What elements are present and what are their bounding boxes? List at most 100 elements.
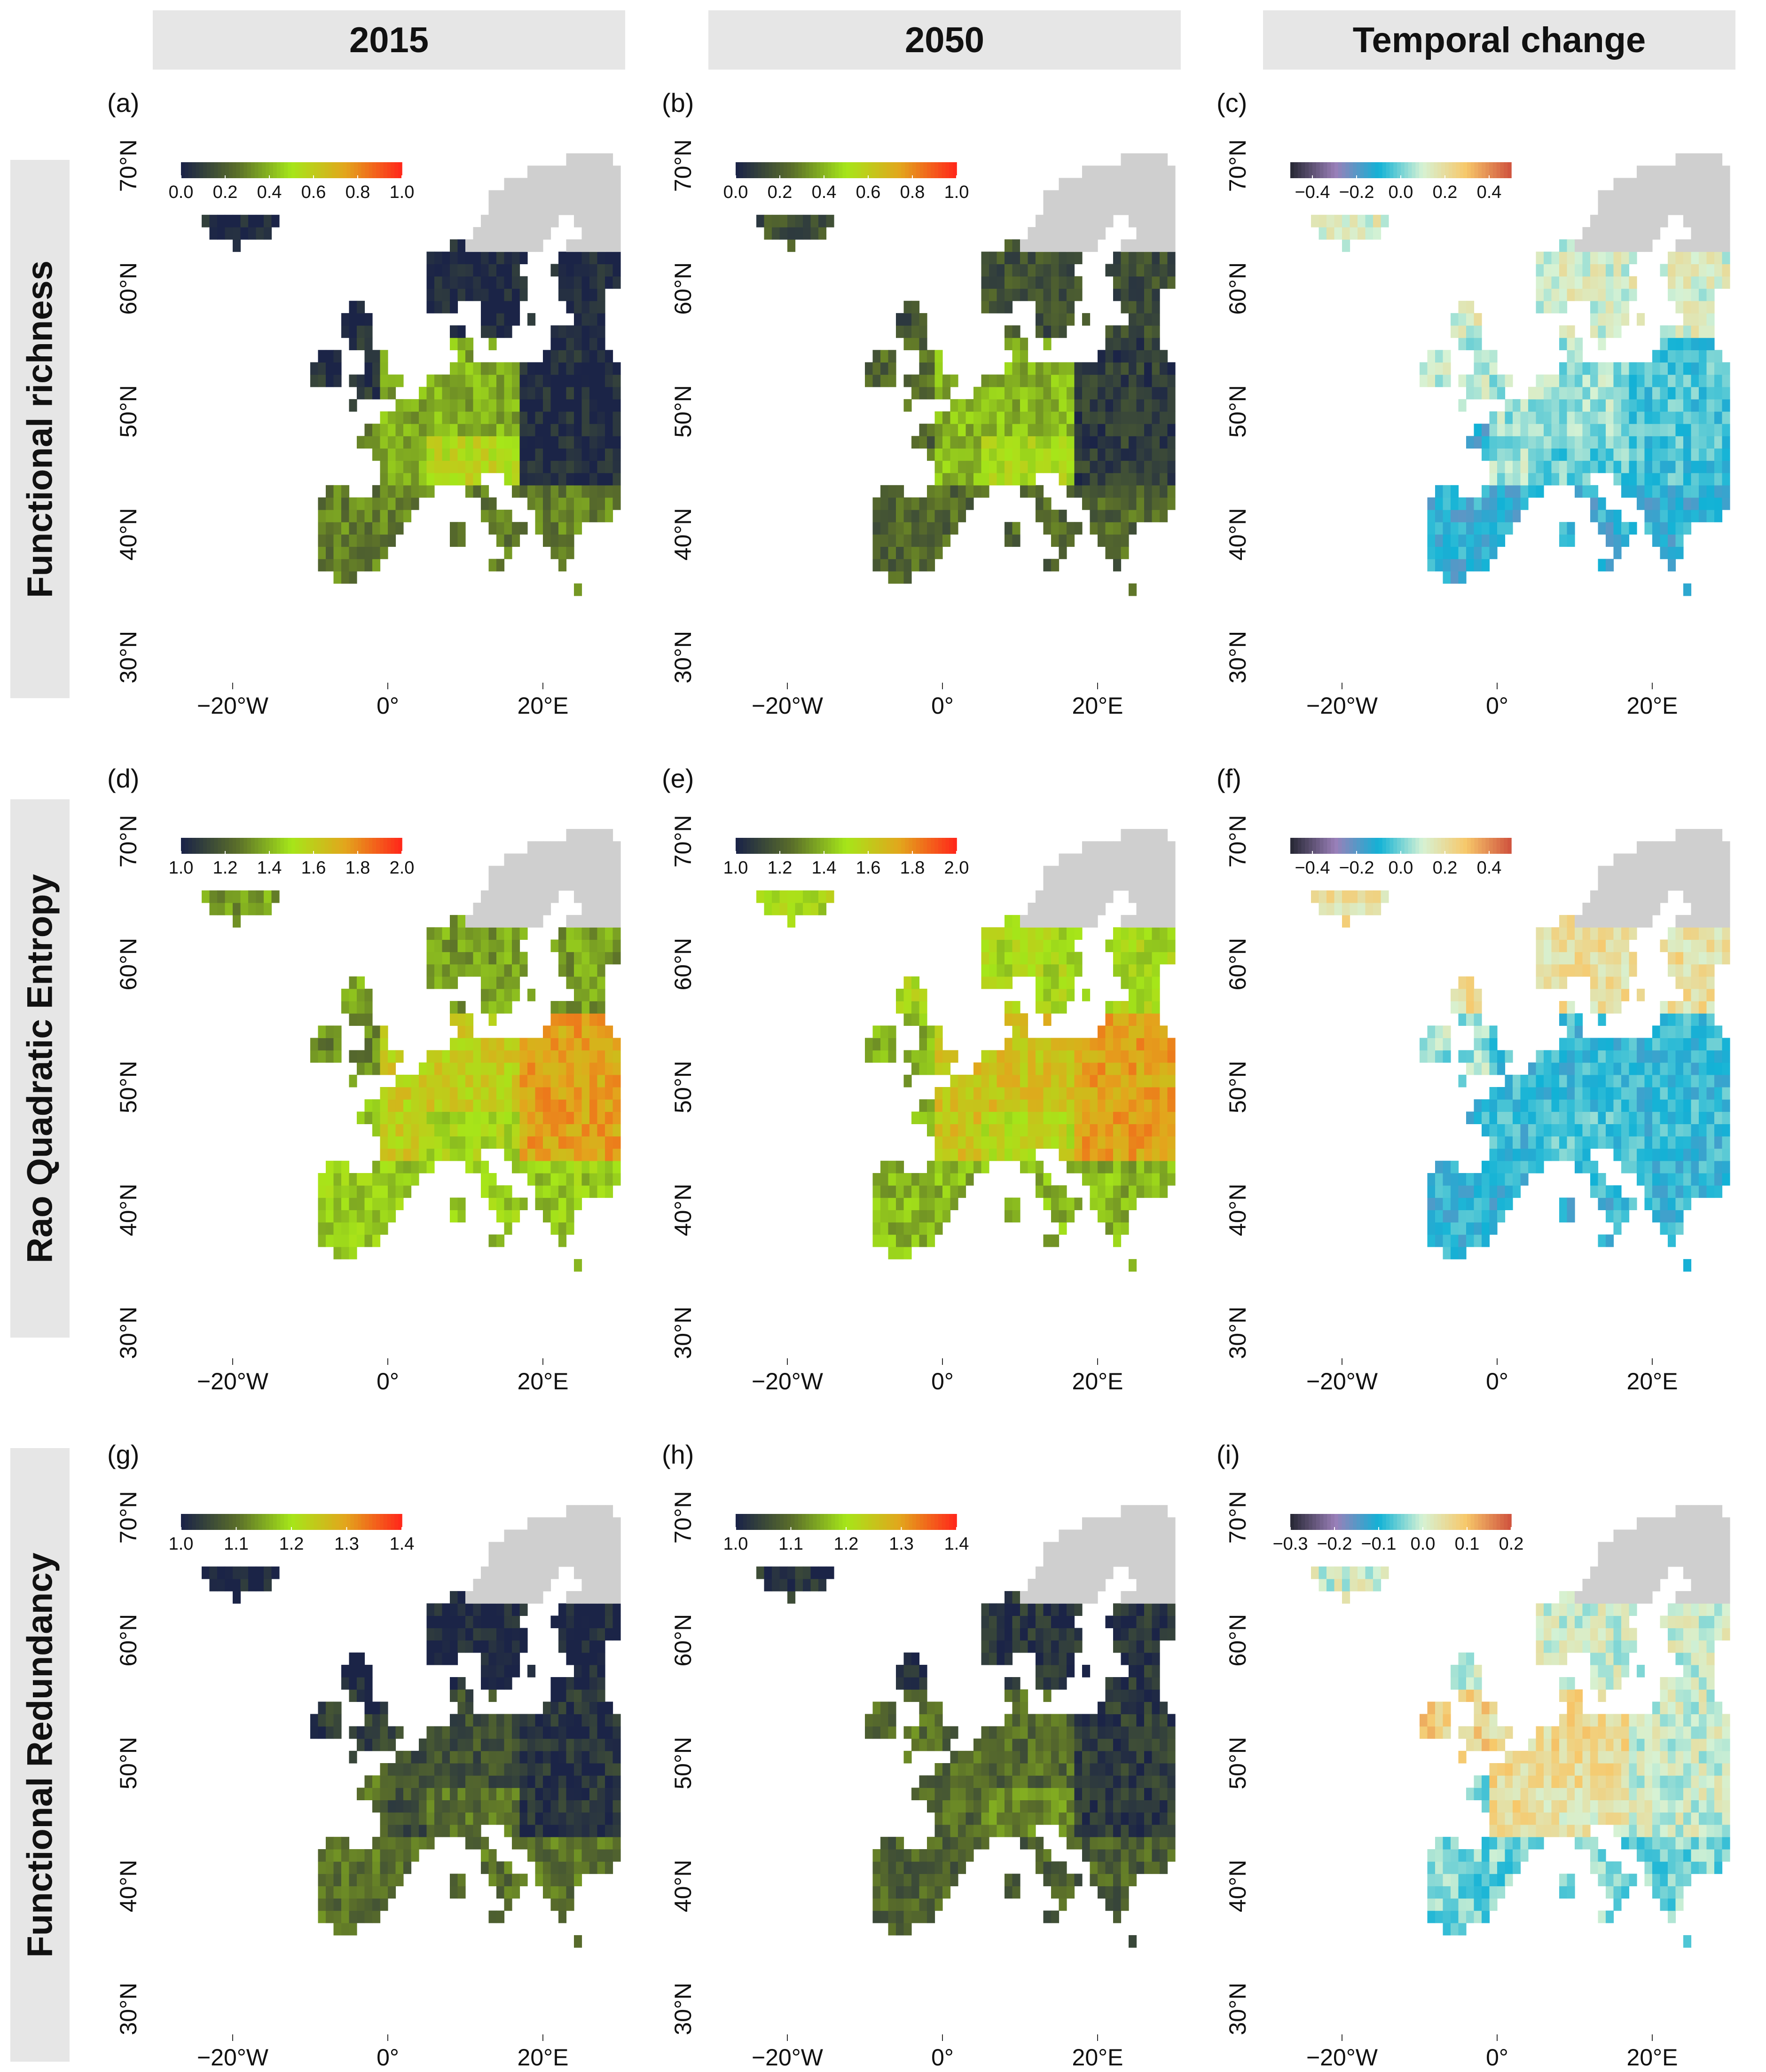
map-cell: [1590, 239, 1599, 252]
map-cell: [318, 546, 326, 559]
map-cell: [1105, 436, 1114, 449]
map-cell: [1621, 1087, 1630, 1100]
map-cell: [574, 214, 582, 228]
map-cell: [488, 1062, 497, 1075]
map-cell: [1706, 1050, 1715, 1063]
map-cell: [1714, 890, 1723, 903]
legend-swatch: [365, 838, 369, 854]
map-cell: [434, 1074, 443, 1087]
map-cell: [795, 214, 803, 228]
map-cell: [1691, 1050, 1699, 1063]
map-cell: [1489, 534, 1498, 547]
map-cell: [1691, 1062, 1699, 1075]
legend-swatch: [369, 162, 373, 178]
map-cell: [535, 411, 543, 424]
map-cell: [1706, 411, 1715, 424]
map-cell: [364, 1111, 373, 1125]
map-cell: [1082, 448, 1091, 461]
map-cells: [202, 153, 621, 596]
map-cell: [1497, 1148, 1506, 1161]
map-cell: [1489, 546, 1498, 559]
map-cell: [1152, 165, 1160, 179]
map-cell: [535, 1099, 543, 1112]
map-cell: [504, 214, 512, 228]
map-cell: [1691, 1013, 1699, 1026]
map-cell: [1113, 1025, 1122, 1039]
map-cell: [380, 497, 388, 510]
map-cell: [566, 1050, 574, 1063]
map-cell: [1144, 1087, 1153, 1100]
map-cell: [1051, 878, 1060, 891]
map-cell: [1590, 976, 1599, 989]
legend-swatch: [181, 162, 185, 178]
map-cell: [1660, 546, 1668, 559]
map-cell: [1326, 902, 1335, 915]
map-cell: [1167, 1050, 1176, 1063]
map-cell: [581, 374, 590, 387]
map-cell: [1520, 411, 1529, 424]
map-cell: [919, 534, 927, 547]
legend-swatch: [228, 162, 233, 178]
map-cell: [911, 1210, 920, 1223]
map-cell: [989, 964, 997, 977]
map-cell: [1129, 153, 1137, 166]
map-cell: [826, 890, 834, 903]
map-cell: [1489, 497, 1498, 510]
map-cell: [872, 1038, 881, 1051]
map-cell: [581, 952, 590, 965]
map-cell: [357, 1234, 365, 1247]
map-cell: [527, 915, 536, 928]
map-cell: [558, 436, 567, 449]
map-cell: [597, 202, 605, 215]
map-cell: [1644, 866, 1653, 879]
map-cell: [519, 952, 528, 965]
map-cell: [543, 1074, 551, 1087]
map-cell: [1129, 853, 1137, 867]
map-cell: [1644, 1136, 1653, 1149]
map-cell: [1152, 411, 1160, 424]
map-cell: [1051, 411, 1060, 424]
map-cell: [1691, 1038, 1699, 1051]
map-cell: [1051, 1210, 1060, 1223]
map-cell: [1427, 1025, 1436, 1039]
map-cell: [1668, 1173, 1676, 1186]
map-cell: [1167, 399, 1176, 412]
map-cell: [457, 952, 466, 965]
map-cell: [1129, 1136, 1137, 1149]
map-cell: [1497, 460, 1506, 473]
map-cell: [488, 386, 497, 400]
map-cell: [581, 424, 590, 436]
map-cell: [1598, 276, 1606, 289]
map-cell: [1613, 1198, 1622, 1210]
map-cell: [1675, 1111, 1684, 1125]
map-cell: [426, 1124, 435, 1137]
map-cell: [997, 300, 1005, 314]
map-cell: [550, 325, 559, 338]
map-cell: [1067, 534, 1075, 547]
map-cell: [465, 276, 474, 289]
map-cell: [1722, 1050, 1730, 1063]
map-cell: [1613, 264, 1622, 277]
map-cell: [1706, 1136, 1715, 1149]
map-cell: [764, 902, 772, 915]
map-cell: [888, 522, 896, 535]
map-cell: [1590, 448, 1599, 461]
map-cell: [512, 890, 520, 903]
map-cell: [1167, 374, 1176, 387]
map-cell: [481, 1038, 489, 1051]
map-cell: [1606, 300, 1614, 314]
map-cell: [457, 939, 466, 953]
map-cell: [1575, 1087, 1583, 1100]
map-cell: [550, 448, 559, 461]
map-cell: [1466, 497, 1475, 510]
map-cell: [574, 1160, 582, 1174]
map-cell: [450, 239, 458, 252]
map-cell: [1699, 227, 1707, 240]
map-cell: [1152, 1087, 1160, 1100]
map-cell: [880, 362, 889, 375]
map-cell: [934, 1099, 943, 1112]
map-cell: [465, 939, 474, 953]
legend-swatch: [350, 162, 354, 178]
map-cell: [1129, 350, 1137, 363]
map-cell: [1043, 424, 1052, 436]
